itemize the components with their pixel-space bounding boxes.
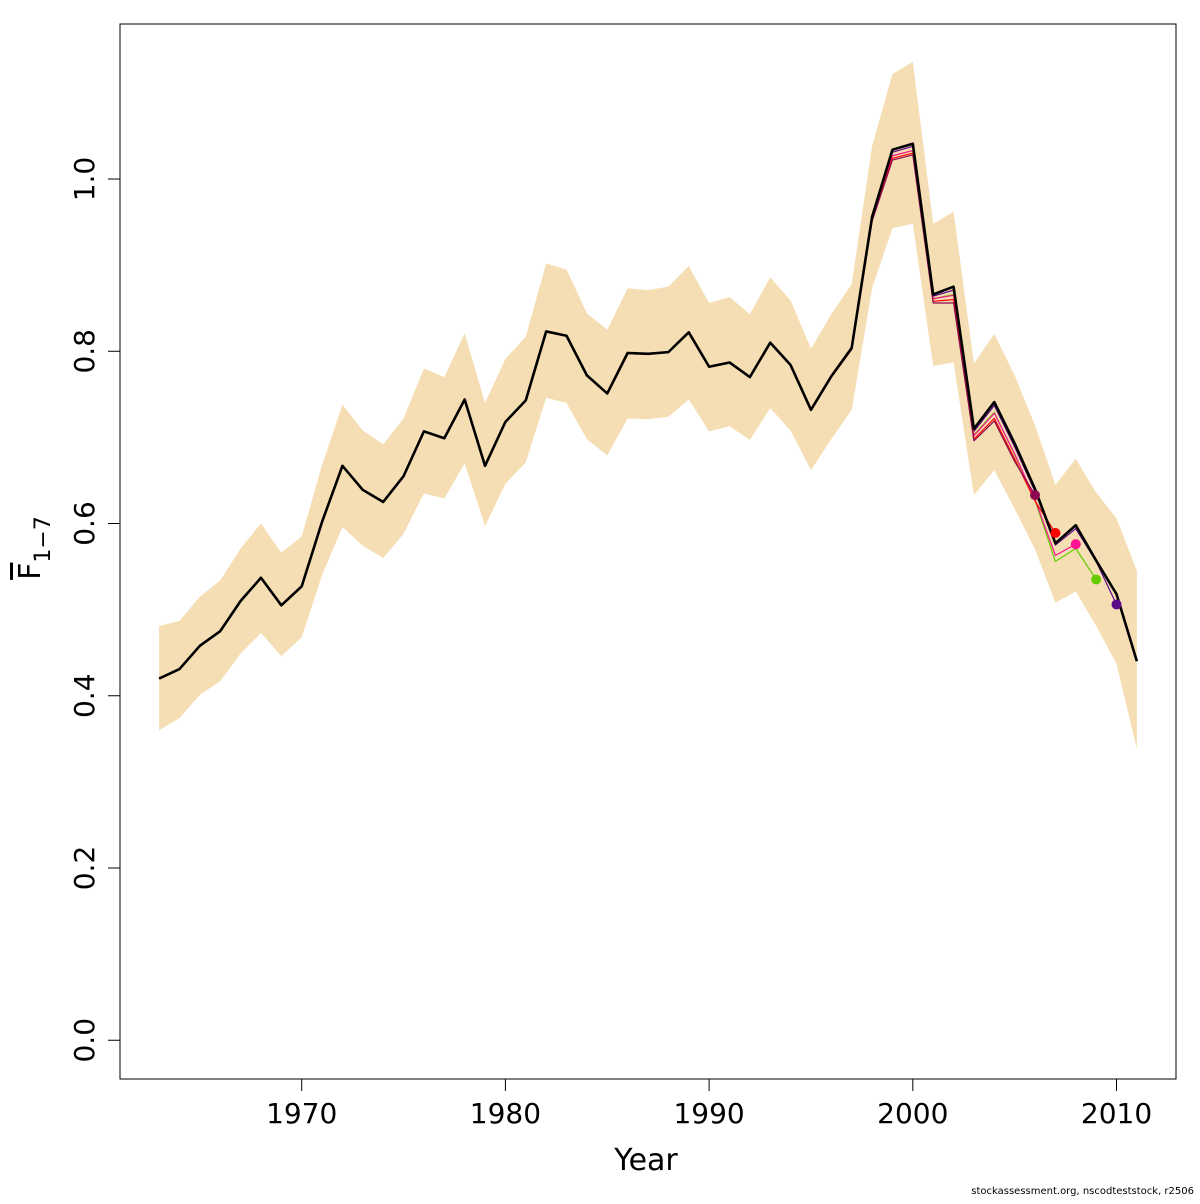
- y-tick-label: 0.0: [68, 1018, 101, 1063]
- y-label-subscript: 1−7: [31, 516, 56, 562]
- retro-endpoint: [1030, 490, 1041, 501]
- y-tick-label: 0.2: [68, 846, 101, 891]
- y-tick-label: 1.0: [68, 157, 101, 202]
- retro-endpoint: [1111, 599, 1122, 610]
- x-tick-label: 1990: [673, 1097, 744, 1130]
- y-axis-label-text: F1−7: [13, 516, 56, 580]
- y-tick-label: 0.8: [68, 329, 101, 374]
- y-axis-label: F1−7: [13, 516, 56, 580]
- main-line: [158, 142, 1139, 680]
- retro-endpoint: [1091, 574, 1102, 585]
- x-tick-label: 2000: [877, 1097, 948, 1130]
- footer: stockassessment.org, nscodteststock, r25…: [971, 1186, 1194, 1197]
- retro-endpoint: [1050, 527, 1061, 538]
- x-tick-label: 1970: [266, 1097, 337, 1130]
- plot-frame: [119, 23, 1177, 1080]
- y-label-main: F: [13, 563, 48, 580]
- y-tick-label: 0.4: [68, 673, 101, 718]
- x-tick-label: 1980: [470, 1097, 541, 1130]
- y-tick-label: 0.6: [68, 501, 101, 546]
- retro-endpoint: [1070, 539, 1081, 550]
- x-axis-label: Year: [613, 1143, 678, 1178]
- confidence-band: [159, 61, 1137, 750]
- x-tick-label: 2010: [1081, 1097, 1152, 1130]
